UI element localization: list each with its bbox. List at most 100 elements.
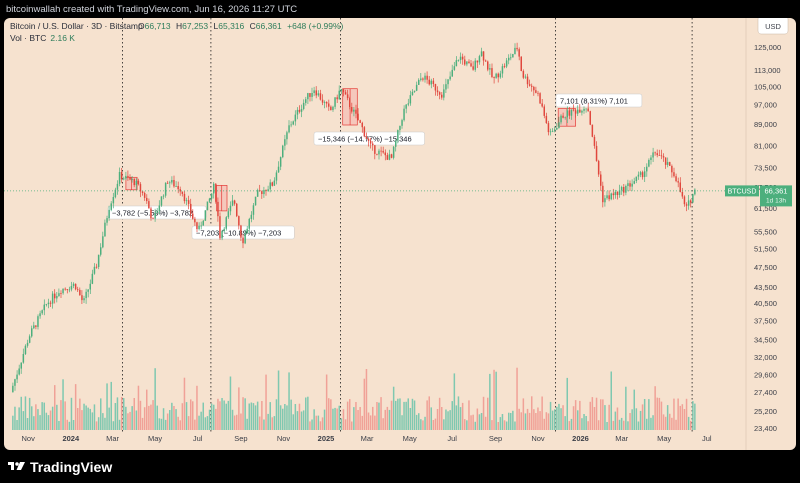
candle-body (673, 172, 675, 177)
candle-body (411, 91, 414, 96)
candle-body (372, 143, 374, 146)
candle-body (294, 114, 297, 122)
candle-body (355, 109, 357, 114)
candle-body (455, 60, 458, 67)
volume-bar (271, 417, 273, 430)
volume-bar (395, 400, 397, 430)
candle-body (646, 166, 648, 172)
price-tag-symbol: BTCUSD (728, 188, 757, 195)
volume-bar (127, 413, 129, 430)
volume-bar (384, 409, 386, 430)
candle-body (658, 155, 661, 156)
candle-body (518, 49, 520, 57)
candle-body (392, 146, 395, 158)
candle-body (478, 56, 481, 63)
volume-bar (407, 398, 409, 430)
candle-body (597, 160, 600, 175)
volume-bar (225, 403, 227, 430)
candle-body (547, 123, 550, 133)
candle-body (292, 121, 294, 125)
volume-bar (554, 409, 556, 430)
candle-body (41, 310, 43, 314)
candle-body (677, 181, 679, 183)
volume-bar (487, 397, 489, 430)
time-tick-label: Jul (193, 434, 203, 443)
candle-body (102, 236, 104, 248)
candle-body (221, 231, 223, 239)
candle-body (583, 108, 585, 111)
candle-body (225, 217, 227, 229)
volume-bar (602, 399, 604, 430)
candle-body (457, 60, 460, 61)
candle-body (60, 293, 62, 294)
volume-bar (484, 416, 487, 430)
candle-body (246, 228, 248, 234)
volume-bar (317, 415, 320, 430)
volume-bar (474, 421, 476, 430)
volume-bar (461, 402, 464, 430)
volume-bar (562, 405, 564, 430)
volume-bar (543, 418, 545, 430)
volume-bar (208, 409, 211, 430)
candle-body (300, 109, 303, 112)
volume-bar (472, 414, 474, 430)
volume-bar (336, 408, 338, 430)
candle-body (31, 328, 33, 337)
candle-body (641, 172, 644, 178)
candle-body (181, 191, 184, 194)
candle-body (426, 75, 428, 80)
candle-body (539, 93, 541, 104)
candle-body (367, 138, 370, 141)
volume-bar (420, 419, 422, 430)
volume-bar (269, 402, 271, 430)
currency-label[interactable]: USD (765, 22, 781, 31)
candle-body (683, 196, 686, 205)
candlestick-chart[interactable]: −3,782 (−5.59%) −3,782 −7,203 (−10.89%) −… (4, 18, 796, 450)
volume-bar (405, 401, 407, 430)
volume-bar (610, 371, 612, 430)
volume-bar (382, 418, 384, 430)
candle-body (143, 193, 146, 198)
time-tick-label: Mar (361, 434, 374, 443)
candle-body (93, 266, 96, 274)
legend-high: 67,253 (182, 21, 208, 31)
candle-body (250, 214, 253, 219)
tradingview-logo[interactable]: TradingView (8, 457, 112, 477)
volume-bar (528, 412, 531, 430)
candle-body (248, 218, 250, 229)
candle-body (692, 194, 694, 203)
candle-body (493, 77, 495, 78)
candle-body (302, 102, 305, 109)
volume-bar (493, 369, 495, 430)
attribution-bar: bitcoinwallah created with TradingView.c… (0, 0, 800, 18)
volume-bar (480, 413, 483, 430)
candle-body (566, 110, 568, 118)
candle-body (338, 90, 340, 100)
chart-area[interactable]: −3,782 (−5.59%) −3,782 −7,203 (−10.89%) −… (4, 18, 796, 450)
candle-body (516, 47, 518, 50)
candle-body (361, 122, 363, 128)
candle-body (531, 85, 533, 87)
time-axis[interactable]: Nov 2024 Mar May Jul Sep Nov 2025 Mar May Jul Sep No… (22, 434, 712, 443)
candle-body (574, 110, 577, 114)
volume-bar (24, 396, 27, 430)
candle-body (87, 289, 89, 292)
time-tick-label: Sep (234, 434, 247, 443)
legend-high-prefix: H (176, 21, 182, 31)
volume-bar (392, 386, 395, 430)
candle-body (403, 108, 405, 121)
candle-body (68, 289, 71, 291)
currency-button[interactable] (757, 18, 789, 35)
volume-bar (252, 403, 255, 430)
candle-body (208, 198, 211, 202)
volume-bar (401, 415, 403, 430)
volume-bar (181, 403, 184, 430)
legend-volume-value: 2.16 K (50, 33, 75, 43)
candle-body (491, 68, 493, 77)
volume-bar (45, 412, 48, 430)
price-axis[interactable]: USD 125,000 113,000 105,000 97,000 89,000 81,… (745, 18, 789, 450)
candle-body (614, 191, 617, 196)
candle-body (353, 109, 355, 112)
volume-bar (330, 399, 332, 430)
volume-bar (666, 405, 669, 430)
